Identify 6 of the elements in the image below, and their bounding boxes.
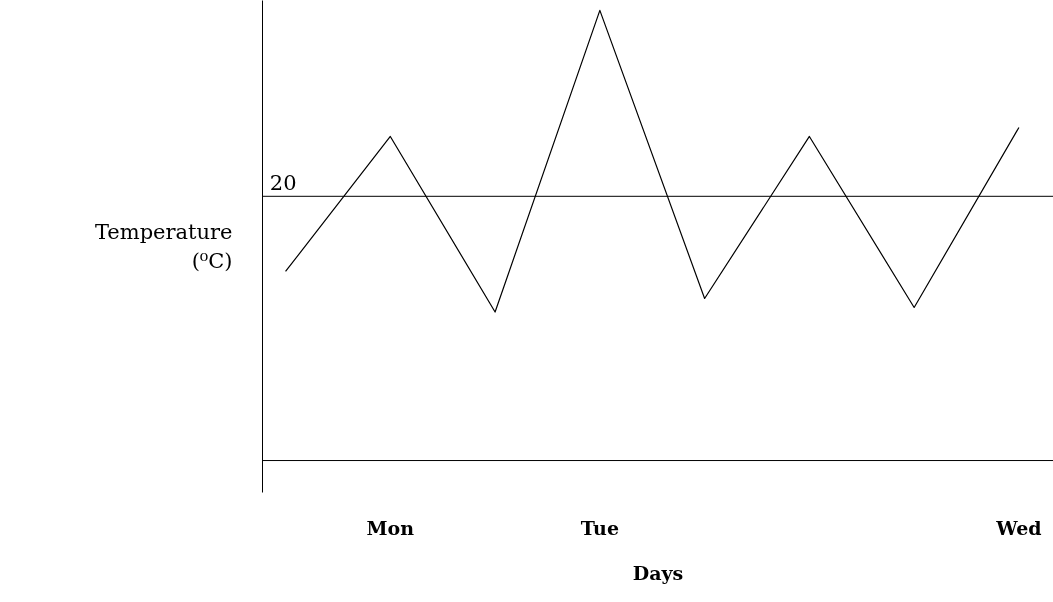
y-axis-title: Temperature (⁰C) — [94, 220, 233, 273]
x-tick-label: Tue — [580, 516, 619, 539]
x-axis-title: Days — [632, 561, 684, 584]
x-tick-label: Wed — [995, 516, 1042, 539]
x-tick-label: Mon — [366, 516, 415, 539]
annotation: 20 — [269, 171, 297, 196]
